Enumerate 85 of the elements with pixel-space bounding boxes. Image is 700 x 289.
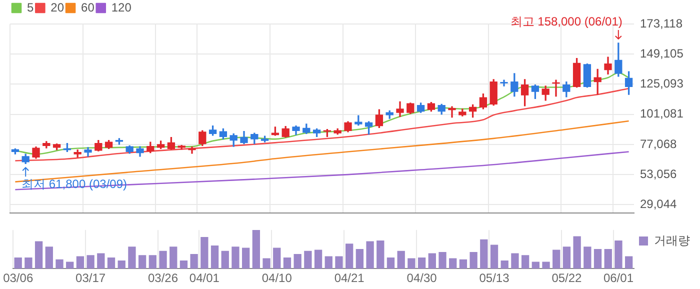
x-tick-label: 04/30 <box>406 271 438 286</box>
bar <box>97 253 105 269</box>
bar <box>190 254 198 269</box>
bar <box>294 254 302 269</box>
bar <box>24 257 32 269</box>
bar <box>242 248 250 269</box>
bar <box>314 250 322 269</box>
legend-label: 거래량 <box>654 233 690 248</box>
bar <box>76 256 84 269</box>
bar <box>552 250 560 269</box>
x-tick-label: 04/21 <box>334 271 365 286</box>
bar <box>107 257 116 269</box>
bar <box>200 237 208 269</box>
legend-label: 5 <box>27 0 34 14</box>
bar <box>562 246 571 269</box>
x-tick-label: 05/13 <box>479 271 510 286</box>
bar <box>511 253 519 269</box>
bar <box>252 230 260 269</box>
y-tick-label: 77,068 <box>640 136 678 151</box>
bar <box>273 248 281 269</box>
x-tick-label: 03/17 <box>76 271 106 286</box>
bar <box>66 262 74 269</box>
bar <box>283 257 292 269</box>
bar <box>262 258 270 269</box>
bar <box>346 244 354 269</box>
bar <box>542 262 550 269</box>
bar <box>356 248 364 269</box>
bar <box>532 262 540 269</box>
bar <box>376 240 384 269</box>
bar <box>459 259 468 269</box>
bar <box>335 256 343 269</box>
annotation: 최고 158,000 (06/01) <box>510 14 622 28</box>
legend-label: 20 <box>50 0 64 14</box>
bar <box>45 246 53 269</box>
bar <box>86 255 94 269</box>
bar <box>221 250 229 269</box>
bar <box>397 250 405 269</box>
line-series <box>14 151 630 190</box>
bar <box>366 241 374 269</box>
bar <box>210 245 219 269</box>
x-tick-label: 04/01 <box>189 271 220 286</box>
bar <box>438 252 446 269</box>
bar <box>480 239 488 269</box>
bar <box>386 257 395 269</box>
bar <box>232 246 240 269</box>
x-tick-label: 05/22 <box>552 271 582 286</box>
bar <box>159 250 167 269</box>
bar <box>14 257 22 269</box>
y-tick-label: 125,093 <box>640 76 684 91</box>
bar <box>449 258 457 269</box>
bar <box>304 250 312 269</box>
bar <box>470 252 478 269</box>
bar <box>500 260 508 269</box>
bar <box>34 241 43 269</box>
candlestick <box>260 136 269 142</box>
bar <box>428 253 436 269</box>
bar <box>573 236 581 269</box>
bar <box>584 246 592 269</box>
y-tick-label: 53,056 <box>640 166 678 181</box>
bar <box>148 255 156 269</box>
x-tick-label: 03/26 <box>148 271 178 286</box>
bar <box>594 248 602 269</box>
y-tick-label: 101,081 <box>640 106 684 121</box>
x-tick-label: 04/10 <box>262 271 292 286</box>
bar <box>180 260 188 269</box>
bar <box>118 260 126 269</box>
y-tick-label: 173,118 <box>640 16 683 30</box>
bar <box>324 256 332 269</box>
bar <box>56 259 64 269</box>
bar <box>170 246 178 269</box>
y-tick-label: 149,105 <box>640 46 684 60</box>
bar <box>521 255 530 269</box>
bar <box>490 244 498 269</box>
legend-label: 60 <box>81 0 95 14</box>
bar <box>624 256 633 269</box>
y-tick-label: 29,044 <box>640 197 678 212</box>
bar <box>614 240 622 269</box>
x-tick-label: 06/01 <box>603 271 634 286</box>
bar <box>128 246 136 269</box>
legend-label: 120 <box>111 0 132 14</box>
bar <box>418 257 426 269</box>
bar <box>604 248 612 269</box>
bar <box>138 255 146 269</box>
bar <box>408 258 416 269</box>
x-tick-label: 03/06 <box>3 271 34 286</box>
